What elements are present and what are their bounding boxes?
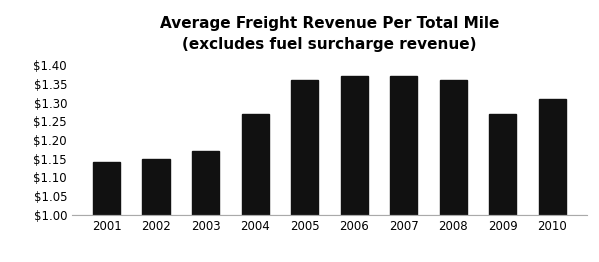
Bar [192, 151, 219, 215]
Title: Average Freight Revenue Per Total Mile
(excludes fuel surcharge revenue): Average Freight Revenue Per Total Mile (… [160, 16, 499, 52]
Bar [390, 76, 418, 215]
Bar [143, 159, 170, 215]
Bar [93, 162, 120, 215]
Bar [341, 76, 368, 215]
Bar [291, 80, 318, 215]
Bar [539, 99, 566, 215]
Bar [440, 80, 467, 215]
Bar [489, 114, 516, 215]
Bar [241, 114, 269, 215]
